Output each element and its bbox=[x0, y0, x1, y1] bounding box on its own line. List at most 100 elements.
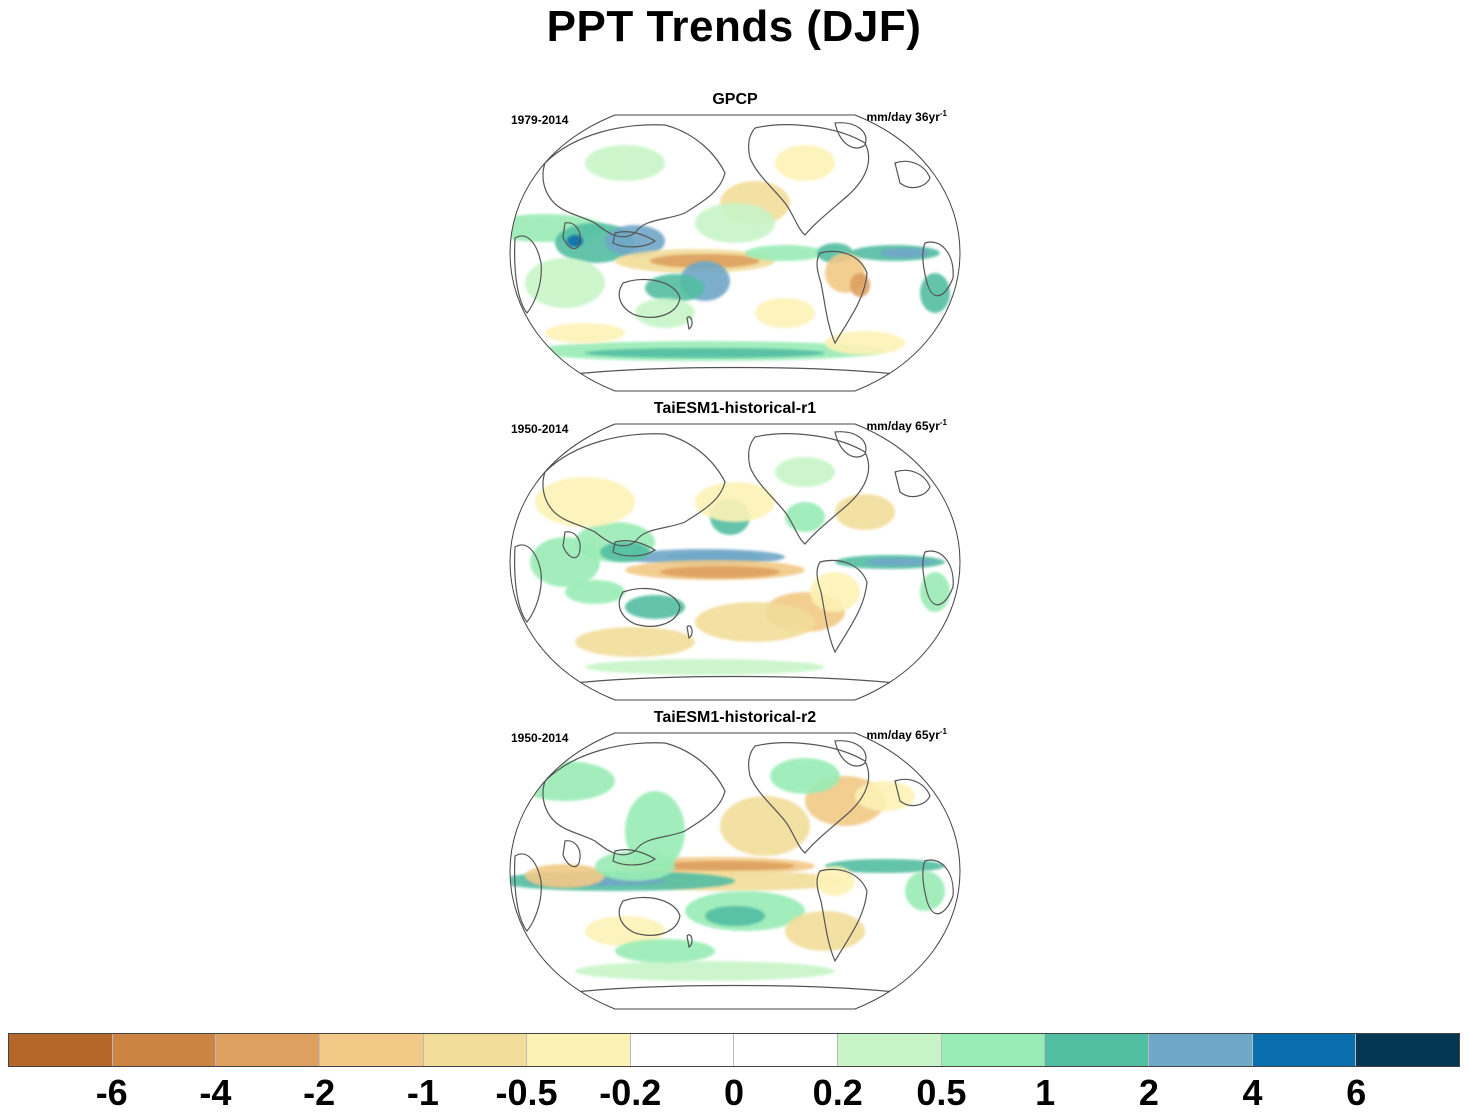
coastline bbox=[562, 531, 581, 559]
coastlines bbox=[514, 740, 954, 994]
trend-region bbox=[600, 542, 650, 562]
coastline bbox=[816, 559, 868, 654]
map-border bbox=[509, 732, 961, 1010]
panel-units: mm/day 36yr-1 bbox=[866, 109, 947, 124]
trend-region bbox=[615, 939, 715, 963]
trend-region bbox=[865, 558, 935, 566]
colorbar-box bbox=[734, 1034, 839, 1066]
trend-region bbox=[920, 572, 950, 612]
world-map bbox=[509, 732, 961, 1010]
colorbar-tick-label: -0.2 bbox=[599, 1072, 662, 1113]
trend-region bbox=[695, 203, 775, 243]
trend-region bbox=[585, 145, 665, 181]
trend-region bbox=[745, 245, 825, 261]
colorbar-box bbox=[1149, 1034, 1253, 1066]
colorbar-tick-label: -1 bbox=[406, 1072, 439, 1113]
trend-region bbox=[535, 477, 635, 527]
colorbar-tick-label: 4 bbox=[1242, 1072, 1263, 1113]
coastline bbox=[618, 587, 681, 627]
trend-region bbox=[770, 758, 840, 794]
coastline bbox=[686, 625, 693, 640]
trend-region bbox=[585, 348, 825, 358]
colorbar-tick-label: 0.5 bbox=[916, 1072, 967, 1113]
trend-region bbox=[705, 906, 765, 926]
colorbar-box bbox=[1045, 1034, 1150, 1066]
map-panel-gpcp: GPCP 1979-2014 mm/day 36yr-1 bbox=[505, 91, 965, 403]
coastline bbox=[612, 540, 657, 557]
colorbar-box bbox=[216, 1034, 320, 1066]
coastline bbox=[748, 742, 870, 854]
coastline bbox=[748, 433, 870, 545]
trend-region bbox=[575, 961, 835, 981]
trend-region bbox=[585, 659, 825, 675]
coastline bbox=[894, 778, 931, 807]
units-superscript: -1 bbox=[939, 727, 947, 736]
trend-region bbox=[545, 323, 625, 343]
panel-period: 1979-2014 bbox=[511, 113, 569, 127]
trend-shading bbox=[510, 758, 945, 981]
colorbar-box bbox=[1252, 1034, 1357, 1066]
coastline bbox=[686, 316, 693, 331]
coastline bbox=[686, 934, 693, 949]
colorbar-box bbox=[423, 1034, 528, 1066]
colorbar bbox=[8, 1033, 1460, 1067]
panel-title: TaiESM1-historical-r2 bbox=[653, 709, 817, 726]
coastline bbox=[542, 124, 726, 238]
coastline bbox=[834, 122, 867, 149]
trend-region bbox=[665, 552, 765, 562]
world-map bbox=[509, 423, 961, 701]
trend-shading bbox=[530, 457, 950, 675]
colorbar-box bbox=[527, 1034, 631, 1066]
colorbar-tick-label: -2 bbox=[303, 1072, 336, 1113]
units-text: mm/day 65yr bbox=[866, 728, 940, 742]
colorbar-box bbox=[112, 1034, 217, 1066]
trend-region bbox=[880, 248, 930, 258]
trend-region bbox=[720, 796, 810, 856]
map-border bbox=[509, 423, 961, 701]
coastline bbox=[894, 469, 931, 498]
coastline bbox=[562, 840, 581, 868]
map-panel-r1: TaiESM1-historical-r1 1950-2014 mm/day 6… bbox=[505, 400, 965, 712]
units-superscript: -1 bbox=[939, 109, 947, 118]
units-superscript: -1 bbox=[939, 418, 947, 427]
trend-region bbox=[825, 331, 905, 355]
trend-region bbox=[695, 482, 775, 522]
coastline bbox=[562, 222, 581, 250]
colorbar-box bbox=[838, 1034, 942, 1066]
trend-region bbox=[575, 627, 695, 657]
trend-region bbox=[525, 258, 605, 308]
coastline bbox=[922, 241, 954, 297]
coastline bbox=[834, 740, 867, 767]
panel-period: 1950-2014 bbox=[511, 422, 569, 436]
trend-region bbox=[645, 274, 705, 302]
trend-region bbox=[625, 595, 685, 619]
coastline bbox=[514, 853, 542, 932]
colorbar-tick-label: 0 bbox=[723, 1072, 745, 1113]
trend-region bbox=[825, 859, 945, 873]
coastline bbox=[612, 231, 657, 248]
coastline bbox=[922, 859, 954, 915]
coastline bbox=[618, 278, 681, 318]
trend-region bbox=[775, 457, 835, 487]
coastline bbox=[816, 868, 868, 963]
coastlines bbox=[514, 122, 954, 376]
panel-units: mm/day 65yr-1 bbox=[866, 418, 947, 433]
world-map bbox=[509, 114, 961, 392]
trend-region bbox=[785, 502, 825, 532]
coastline bbox=[542, 433, 726, 547]
units-text: mm/day 65yr bbox=[866, 419, 940, 433]
map-panel-r2: TaiESM1-historical-r2 1950-2014 mm/day 6… bbox=[505, 709, 965, 1021]
coastline bbox=[922, 550, 954, 606]
coastline bbox=[834, 431, 867, 458]
colorbar-box bbox=[9, 1034, 113, 1066]
trend-region bbox=[695, 602, 815, 642]
panel-period: 1950-2014 bbox=[511, 731, 569, 745]
colorbar-box bbox=[630, 1034, 735, 1066]
trend-region bbox=[785, 911, 865, 951]
figure-title: PPT Trends (DJF) bbox=[546, 2, 922, 51]
colorbar-box bbox=[941, 1034, 1046, 1066]
colorbar-tick-label: 6 bbox=[1346, 1072, 1367, 1113]
trend-region bbox=[625, 791, 685, 871]
colorbar-tick-label: -4 bbox=[199, 1072, 232, 1113]
coastlines bbox=[514, 431, 954, 685]
